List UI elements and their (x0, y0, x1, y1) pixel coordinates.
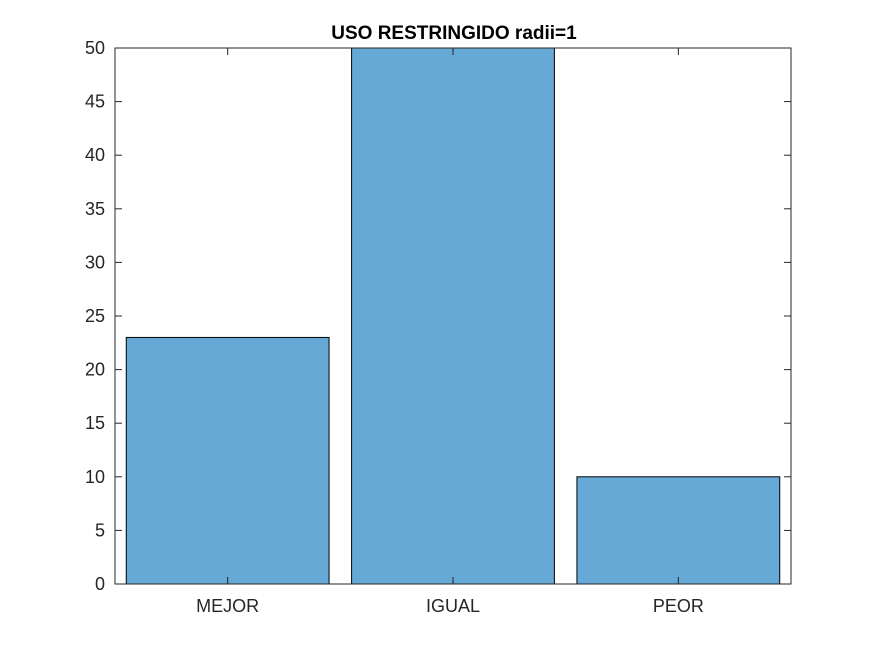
y-tick-label: 15 (85, 413, 105, 433)
y-ticks-group: 0 5 10 15 20 25 30 35 40 45 50 (85, 38, 791, 594)
x-ticks-group: MEJOR IGUAL PEOR (196, 48, 704, 616)
y-tick-label: 35 (85, 199, 105, 219)
bars-group (125, 47, 781, 585)
x-tick-label-peor: PEOR (653, 596, 704, 616)
y-tick-label: 50 (85, 38, 105, 58)
x-tick-label-igual: IGUAL (426, 596, 480, 616)
bar-igual (351, 47, 555, 585)
y-tick-label: 30 (85, 252, 105, 272)
y-tick-label: 45 (85, 92, 105, 112)
chart-title: USO RESTRINGIDO radii=1 (331, 23, 577, 44)
bar-mejor (125, 336, 330, 585)
bar-peor (576, 476, 781, 585)
y-tick-label: 40 (85, 145, 105, 165)
y-tick-label: 20 (85, 360, 105, 380)
y-tick-label: 25 (85, 306, 105, 326)
y-tick-label: 10 (85, 467, 105, 487)
y-tick-label: 0 (95, 574, 105, 594)
x-tick-label-mejor: MEJOR (196, 596, 259, 616)
y-tick-label: 5 (95, 520, 105, 540)
